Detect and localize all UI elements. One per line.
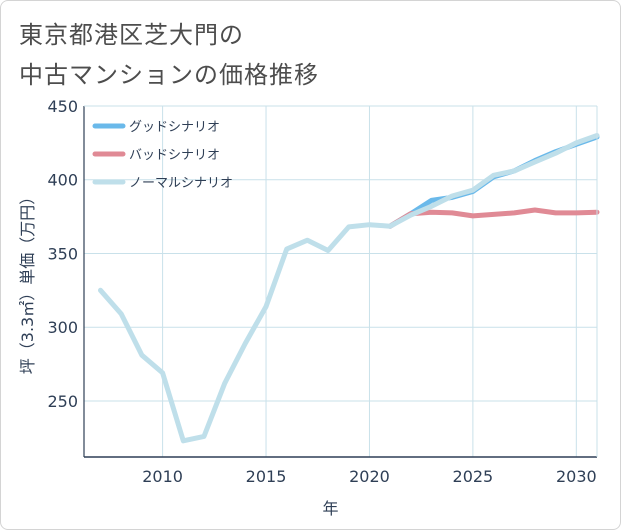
x-tick-label: 2020 (349, 467, 390, 486)
chart-title-line-1: 東京都港区芝大門の (19, 21, 244, 49)
tick-labels: 2010 2015 2020 2025 2030 250 300 350 400 450 (47, 97, 596, 486)
legend-item-bad: バッドシナリオ (92, 148, 220, 163)
y-tick-label: 400 (47, 171, 78, 190)
x-tick-label: 2025 (453, 467, 494, 486)
x-tick-label: 2015 (246, 467, 287, 486)
x-axis-title: 年 (322, 499, 338, 518)
y-axis-title: 坪（3.3㎡）単価（万円） (18, 189, 37, 374)
y-tick-label: 350 (47, 244, 78, 263)
legend-item-normal: ノーマルシナリオ (92, 176, 233, 191)
bad-scenario-line (387, 207, 600, 229)
x-tick-label: 2010 (142, 467, 183, 486)
legend-item-good: グッドシナリオ (92, 120, 220, 135)
y-tick-label: 250 (47, 392, 78, 411)
y-tick-label: 450 (47, 97, 78, 116)
normal-scenario-line (98, 133, 600, 444)
x-tick-label: 2030 (556, 467, 597, 486)
series-lines (98, 133, 600, 444)
legend-label: グッドシナリオ (129, 120, 220, 135)
legend-label: バッドシナリオ (129, 148, 220, 163)
legend-label: ノーマルシナリオ (129, 176, 233, 191)
y-tick-label: 300 (47, 318, 78, 337)
chart-title-line-2: 中古マンションの価格推移 (19, 61, 319, 89)
